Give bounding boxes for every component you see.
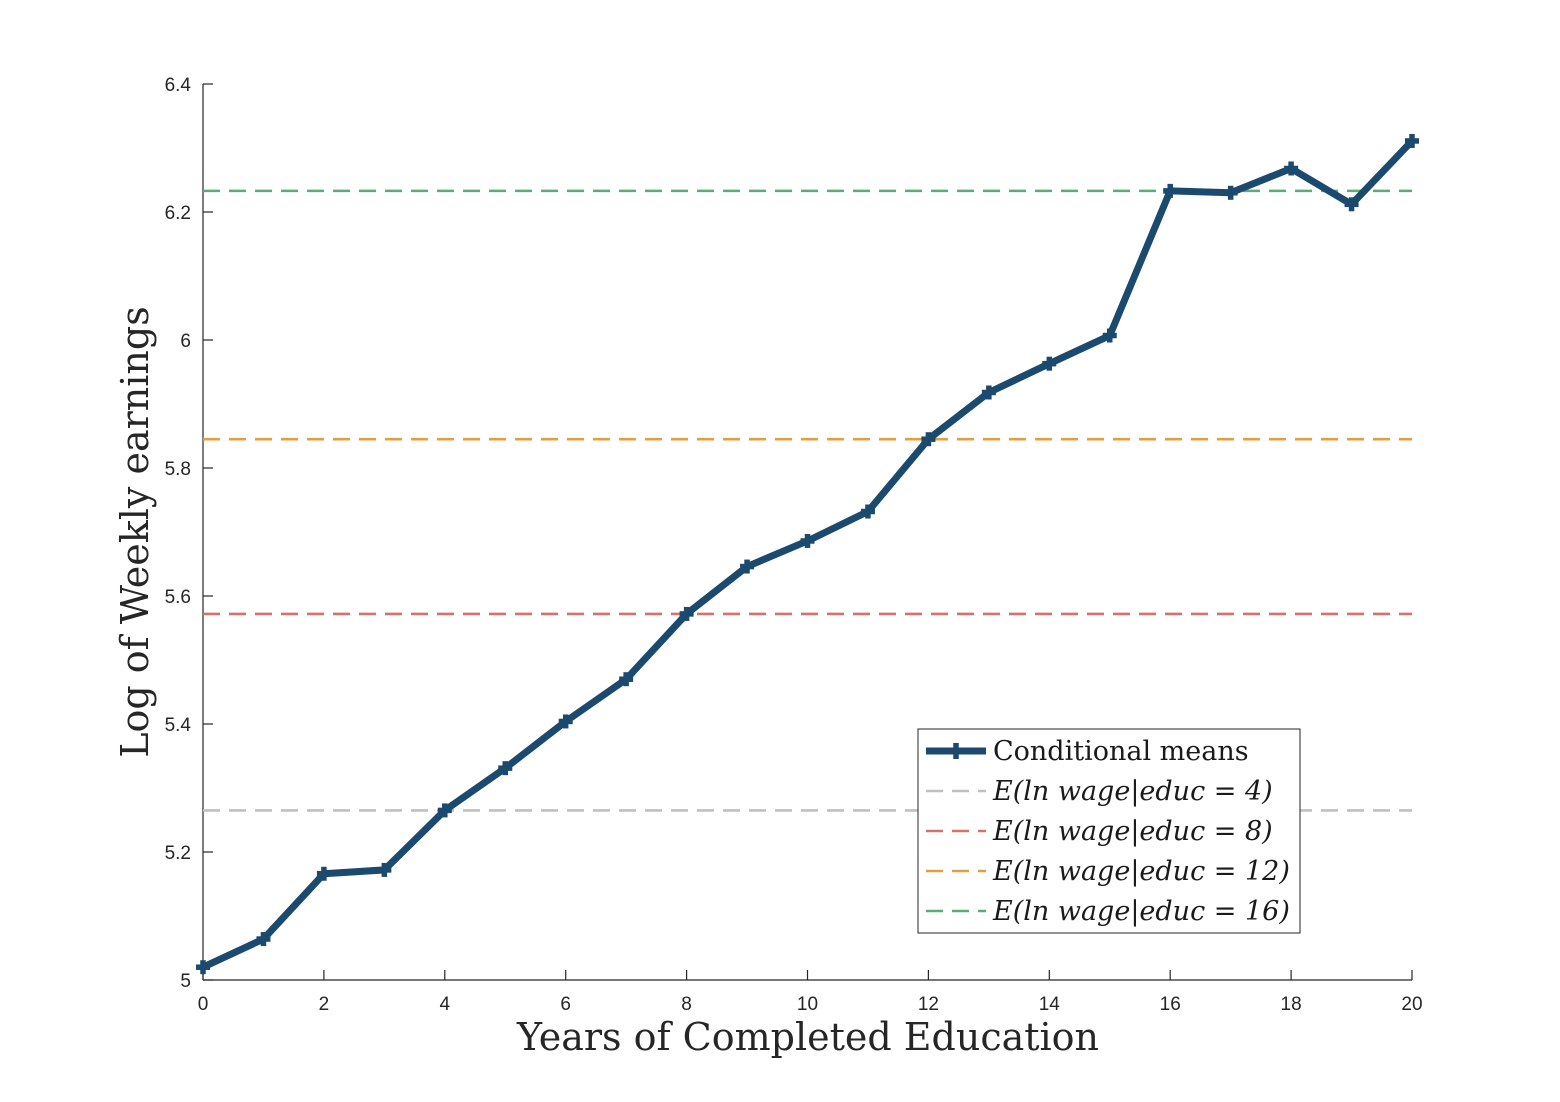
data-point: [1284, 161, 1299, 176]
data-point: [1405, 133, 1419, 148]
x-tick-label: 2: [319, 994, 330, 1015]
data-point: [1102, 328, 1117, 343]
data-point: [377, 862, 392, 877]
x-tick-label: 10: [797, 994, 818, 1015]
legend: Conditional means E(ln wage|educ = 4) E(ln…: [917, 728, 1301, 934]
legend-item: E(ln wage|educ = 16): [926, 896, 1290, 927]
data-point: [1223, 185, 1238, 200]
data-point: [498, 761, 513, 776]
x-tick-label: 18: [1281, 994, 1302, 1015]
y-axis-title: Log of Weekly earnings: [113, 306, 157, 757]
legend-item: E(ln wage|educ = 4): [926, 776, 1273, 807]
data-point: [981, 385, 996, 400]
data-point: [558, 714, 573, 729]
legend-label: E(ln wage|educ = 4): [992, 776, 1273, 807]
y-tick-label: 5.2: [165, 843, 191, 864]
y-tick-label: 6.2: [165, 203, 191, 224]
legend-label: E(ln wage|educ = 16): [992, 896, 1290, 927]
y-tick-label: 6: [180, 331, 191, 352]
x-axis-title: Years of Completed Education: [516, 1015, 1099, 1059]
y-tick-label: 5: [180, 971, 191, 992]
data-point: [196, 960, 210, 975]
x-tick-label: 12: [918, 994, 939, 1015]
x-tick-label: 8: [681, 994, 692, 1015]
legend-label: Conditional means: [993, 736, 1249, 767]
data-point: [740, 559, 755, 574]
data-point: [256, 932, 271, 947]
legend-item: E(ln wage|educ = 8): [926, 816, 1273, 847]
data-point: [1163, 183, 1178, 198]
x-tick-label: 4: [440, 994, 451, 1015]
y-tick-label: 5.6: [165, 587, 191, 608]
data-point: [437, 803, 452, 818]
x-tick-label: 0: [198, 994, 209, 1015]
x-tick-label: 6: [560, 994, 571, 1015]
data-point: [619, 672, 634, 687]
y-tick-label: 6.4: [165, 75, 192, 96]
legend-items: Conditional means E(ln wage|educ = 4) E(ln…: [926, 736, 1290, 927]
legend-item: Conditional means: [926, 736, 1249, 767]
data-point: [1344, 197, 1359, 212]
y-ticks: 5 5.2 5.4 5.6 5.8 6 6.2 6.4: [165, 75, 213, 992]
plot-area: 5 5.2 5.4 5.6 5.8 6 6.2 6.4 0 2 4 6 8 10 12 14 16 18 20: [165, 75, 1423, 1015]
series-markers: [196, 133, 1419, 975]
reference-lines: [203, 189, 1412, 812]
x-tick-label: 20: [1401, 994, 1422, 1015]
data-point: [860, 504, 875, 519]
data-point: [800, 533, 815, 548]
x-tick-label: 14: [1039, 994, 1061, 1015]
x-tick-label: 16: [1160, 994, 1181, 1015]
legend-label: E(ln wage|educ = 12): [992, 856, 1290, 887]
data-point: [1042, 356, 1057, 371]
data-point: [921, 432, 936, 447]
legend-label: E(ln wage|educ = 8): [992, 816, 1273, 847]
y-tick-label: 5.8: [165, 459, 191, 480]
legend-item: E(ln wage|educ = 12): [926, 856, 1290, 887]
data-point: [679, 606, 694, 621]
y-tick-label: 5.4: [165, 715, 192, 736]
data-point: [316, 866, 331, 881]
x-ticks: 0 2 4 6 8 10 12 14 16 18 20: [198, 970, 1423, 1015]
